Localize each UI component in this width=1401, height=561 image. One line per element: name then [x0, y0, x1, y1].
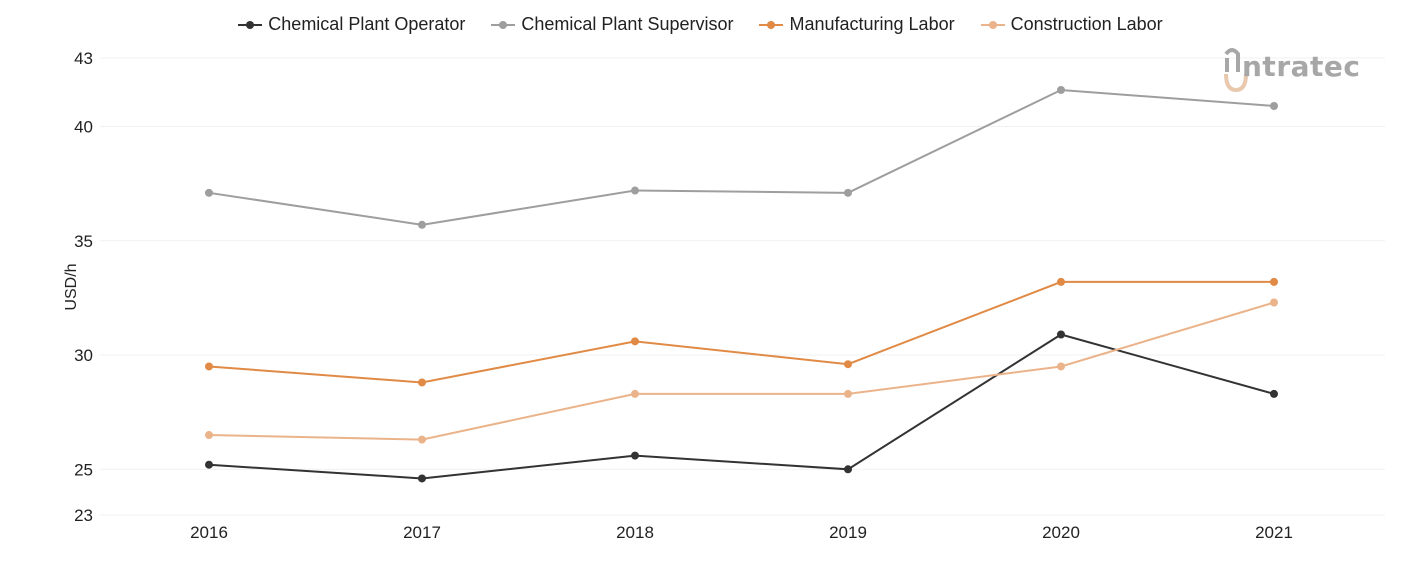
data-point[interactable]	[1057, 277, 1065, 286]
x-tick-label: 2021	[1255, 523, 1293, 542]
data-point[interactable]	[844, 360, 852, 369]
data-point[interactable]	[418, 474, 426, 483]
data-point[interactable]	[1057, 330, 1065, 339]
data-point[interactable]	[844, 389, 852, 398]
data-point[interactable]	[1057, 362, 1065, 371]
data-point[interactable]	[418, 435, 426, 444]
legend-item[interactable]: Manufacturing Labor	[759, 14, 955, 35]
data-point[interactable]	[844, 188, 852, 197]
data-point[interactable]	[205, 460, 213, 469]
legend-swatch	[238, 20, 263, 29]
x-tick-label: 2018	[616, 523, 654, 542]
data-point[interactable]	[1270, 298, 1278, 307]
series-line	[208, 88, 1275, 226]
x-tick-label: 2017	[403, 523, 441, 542]
legend-swatch	[980, 20, 1005, 29]
data-point[interactable]	[844, 465, 852, 474]
legend: Chemical Plant Operator Chemical Plant Su…	[0, 14, 1401, 35]
data-point[interactable]	[205, 188, 213, 197]
data-point[interactable]	[418, 220, 426, 229]
y-tick-label: 35	[74, 232, 93, 251]
y-tick-label: 25	[74, 460, 93, 479]
x-tick-label: 2019	[829, 523, 867, 542]
series-line	[208, 333, 1275, 480]
data-point[interactable]	[631, 186, 639, 195]
intratec-logo-icon	[1224, 48, 1248, 93]
data-point[interactable]	[1270, 277, 1278, 286]
legend-item[interactable]: Construction Labor	[980, 14, 1163, 35]
logo-text: ntratec	[1242, 50, 1361, 83]
data-point[interactable]	[631, 337, 639, 346]
legend-label: Chemical Plant Operator	[268, 14, 466, 34]
legend-swatch	[759, 20, 784, 29]
data-point[interactable]	[1057, 85, 1065, 94]
legend-label: Construction Labor	[1010, 14, 1163, 34]
legend-label: Manufacturing Labor	[789, 14, 955, 34]
series-lines	[208, 88, 1275, 480]
y-tick-label: 23	[74, 506, 93, 525]
x-tick-label: 2016	[190, 523, 228, 542]
legend-item[interactable]: Chemical Plant Supervisor	[491, 14, 733, 35]
x-axis-ticks: 2016 2017 2018 2019 2020 2021	[190, 523, 1293, 542]
data-point[interactable]	[1270, 389, 1278, 398]
series-line	[208, 301, 1275, 441]
data-point[interactable]	[631, 389, 639, 398]
intratec-logo: ntratec	[1222, 44, 1372, 96]
data-point[interactable]	[631, 451, 639, 460]
y-tick-label: 30	[74, 346, 93, 365]
data-point[interactable]	[205, 431, 213, 440]
legend-item[interactable]: Chemical Plant Operator	[238, 14, 465, 35]
legend-swatch	[491, 20, 516, 29]
legend-label: Chemical Plant Supervisor	[521, 14, 734, 34]
y-axis-ticks: 23 25 30 35 40 43	[74, 49, 93, 525]
grid-lines	[100, 57, 1385, 516]
y-tick-label: 43	[74, 49, 93, 68]
series-line	[208, 280, 1274, 384]
x-tick-label: 2020	[1042, 523, 1080, 542]
y-axis-label: USD/h	[63, 263, 80, 310]
data-point[interactable]	[205, 362, 213, 371]
data-point[interactable]	[418, 378, 426, 387]
y-tick-label: 40	[74, 118, 93, 137]
series-points	[205, 85, 1278, 483]
data-point[interactable]	[1270, 101, 1278, 110]
